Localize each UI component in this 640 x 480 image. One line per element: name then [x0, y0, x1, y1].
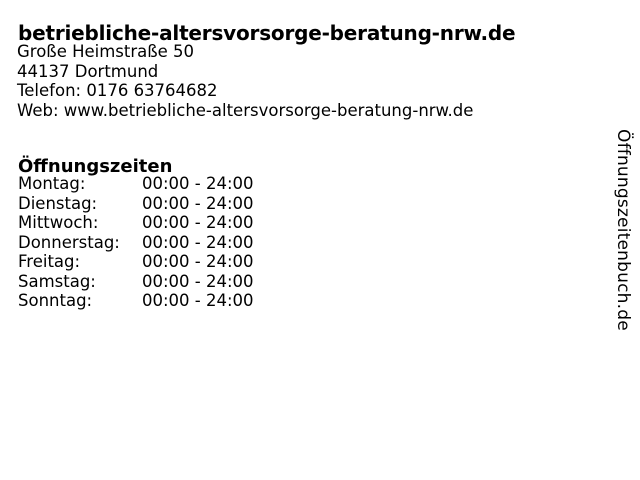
- opening-hours-heading: Öffnungszeiten: [18, 155, 173, 177]
- time-value: 00:00 - 24:00: [142, 291, 254, 310]
- hours-row-wednesday: Mittwoch: 00:00 - 24:00: [18, 213, 272, 233]
- hours-row-tuesday: Dienstag: 00:00 - 24:00: [18, 194, 272, 214]
- time-value: 00:00 - 24:00: [142, 174, 254, 193]
- page-title: betriebliche-altersvorsorge-beratung-nrw…: [18, 21, 516, 46]
- day-label: Montag:: [18, 174, 86, 193]
- hours-row-friday: Freitag: 00:00 - 24:00: [18, 252, 272, 272]
- day-label: Freitag:: [18, 252, 81, 271]
- hours-row-saturday: Samstag: 00:00 - 24:00: [18, 272, 272, 292]
- time-value: 00:00 - 24:00: [142, 271, 254, 291]
- day-label: Mittwoch:: [18, 213, 99, 232]
- day-label: Sonntag:: [18, 291, 93, 310]
- day-label: Samstag:: [18, 271, 96, 291]
- address-street: Große Heimstraße 50: [17, 42, 195, 61]
- brand-watermark-vertical: Öffnungszeitenbuch.de: [613, 129, 633, 331]
- day-label: Donnerstag:: [18, 232, 120, 252]
- time-value: 00:00 - 24:00: [142, 252, 254, 271]
- day-label: Dienstag:: [18, 193, 98, 213]
- hours-row-thursday: Donnerstag: 00:00 - 24:00: [18, 233, 272, 253]
- time-value: 00:00 - 24:00: [142, 193, 254, 213]
- hours-row-monday: Montag: 00:00 - 24:00: [18, 174, 272, 194]
- hours-row-sunday: Sonntag: 00:00 - 24:00: [18, 291, 272, 311]
- address-web: Web: www.betriebliche-altersvorsorge-ber…: [17, 100, 474, 120]
- address-city: 44137 Dortmund: [17, 61, 159, 81]
- time-value: 00:00 - 24:00: [142, 213, 254, 232]
- address-block: Große Heimstraße 50 44137 Dortmund Telef…: [17, 42, 473, 120]
- opening-hours-table: Montag: 00:00 - 24:00 Dienstag: 00:00 - …: [18, 174, 272, 311]
- address-phone: Telefon: 0176 63764682: [17, 81, 218, 100]
- time-value: 00:00 - 24:00: [142, 232, 254, 252]
